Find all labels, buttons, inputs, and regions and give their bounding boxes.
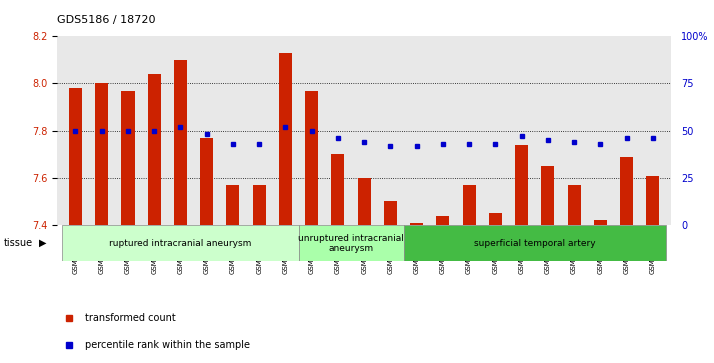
FancyBboxPatch shape xyxy=(403,225,666,261)
Bar xyxy=(200,138,213,225)
Text: tissue: tissue xyxy=(4,238,33,248)
Bar xyxy=(489,213,502,225)
Bar xyxy=(174,60,187,225)
Text: percentile rank within the sample: percentile rank within the sample xyxy=(85,340,250,350)
Bar xyxy=(384,201,397,225)
Bar xyxy=(646,176,659,225)
Bar xyxy=(541,166,554,225)
Bar xyxy=(148,74,161,225)
Bar xyxy=(331,154,344,225)
Bar xyxy=(436,216,449,225)
Text: ▶: ▶ xyxy=(39,238,47,248)
Text: superficial temporal artery: superficial temporal artery xyxy=(474,239,595,248)
Bar xyxy=(253,185,266,225)
Bar xyxy=(95,83,109,225)
Text: transformed count: transformed count xyxy=(85,313,176,323)
Bar xyxy=(594,220,607,225)
Bar xyxy=(568,185,580,225)
Bar xyxy=(69,88,82,225)
Bar xyxy=(620,157,633,225)
Bar xyxy=(515,145,528,225)
Text: GDS5186 / 18720: GDS5186 / 18720 xyxy=(57,15,156,25)
Bar xyxy=(121,91,134,225)
FancyBboxPatch shape xyxy=(298,225,403,261)
Bar xyxy=(410,223,423,225)
FancyBboxPatch shape xyxy=(62,225,298,261)
Bar xyxy=(463,185,476,225)
Bar xyxy=(279,53,292,225)
Bar xyxy=(305,91,318,225)
Bar xyxy=(226,185,239,225)
Text: unruptured intracranial
aneurysm: unruptured intracranial aneurysm xyxy=(298,233,404,253)
Text: ruptured intracranial aneurysm: ruptured intracranial aneurysm xyxy=(109,239,251,248)
Bar xyxy=(358,178,371,225)
